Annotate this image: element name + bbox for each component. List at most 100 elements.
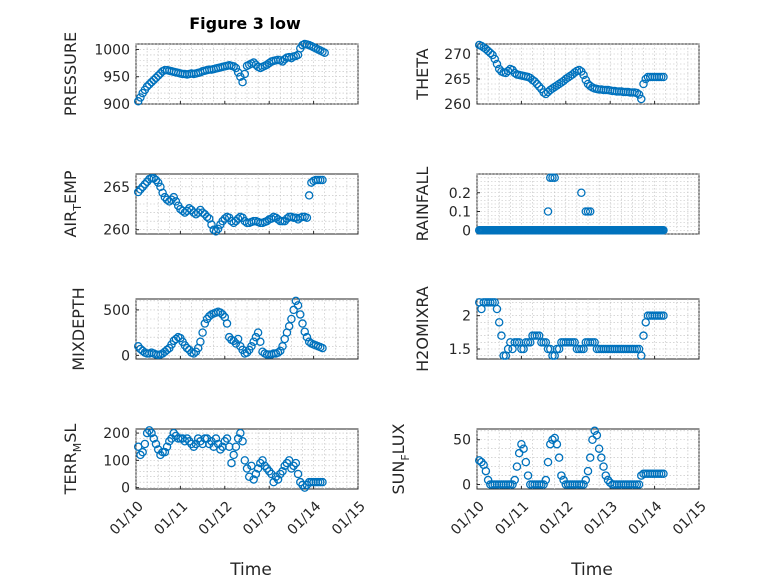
data-point bbox=[145, 426, 154, 435]
data-point bbox=[231, 216, 241, 226]
rainfall-ytick-label: 0 bbox=[462, 223, 471, 239]
data-point bbox=[231, 339, 241, 348]
data-point bbox=[508, 480, 517, 489]
data-point bbox=[581, 475, 591, 485]
data-point bbox=[264, 467, 274, 476]
data-point bbox=[300, 327, 309, 336]
data-point bbox=[205, 439, 214, 449]
data-point bbox=[659, 225, 668, 235]
data-point bbox=[218, 310, 227, 319]
data-point bbox=[287, 314, 296, 324]
sun_flux-markers bbox=[474, 426, 668, 489]
air_temp-ylabel: AIRTEMP bbox=[61, 170, 84, 237]
data-point bbox=[227, 458, 236, 468]
data-point bbox=[492, 59, 502, 69]
data-point bbox=[142, 82, 152, 91]
data-point bbox=[514, 448, 524, 458]
terr_msl-ytick-label: 100 bbox=[103, 453, 130, 469]
data-point bbox=[494, 318, 504, 327]
data-point bbox=[532, 79, 542, 89]
data-point bbox=[318, 175, 327, 185]
data-point bbox=[318, 343, 327, 353]
data-point bbox=[138, 447, 147, 457]
data-point bbox=[304, 337, 314, 346]
theta-ytick-label: 260 bbox=[444, 97, 471, 113]
data-point bbox=[594, 444, 604, 453]
data-point bbox=[659, 72, 668, 82]
rainfall-ylabel: RAINFALL bbox=[413, 167, 432, 242]
air_temp-markers bbox=[133, 174, 327, 236]
data-point bbox=[510, 475, 519, 485]
data-point bbox=[211, 434, 221, 443]
sun_flux-xtick-label: 01/10 bbox=[448, 499, 488, 539]
data-point bbox=[637, 351, 646, 360]
panel-mixdepth: 0 500 MIXDEPTH bbox=[69, 287, 359, 371]
data-point bbox=[171, 197, 181, 206]
terr_msl-xtick-label: 01/10 bbox=[107, 499, 147, 539]
sun_flux-xtick-label: 01/15 bbox=[670, 499, 710, 539]
theta-markers bbox=[474, 40, 668, 104]
data-point bbox=[229, 336, 238, 346]
data-point bbox=[276, 469, 285, 479]
data-point bbox=[588, 435, 597, 444]
data-point bbox=[583, 466, 593, 476]
data-point bbox=[579, 480, 588, 489]
data-point bbox=[318, 477, 327, 487]
data-point bbox=[590, 426, 599, 436]
data-point bbox=[276, 346, 285, 356]
sun_flux-axes bbox=[476, 428, 700, 490]
data-point bbox=[140, 180, 150, 189]
data-point bbox=[198, 208, 207, 217]
data-point bbox=[550, 173, 559, 182]
data-point bbox=[574, 65, 584, 75]
h2omixra-ytick-label: 2 bbox=[462, 309, 471, 325]
data-point bbox=[599, 462, 608, 471]
data-point bbox=[304, 191, 314, 200]
data-point bbox=[133, 342, 143, 351]
data-point bbox=[165, 437, 174, 446]
rainfall-markers bbox=[474, 173, 668, 235]
terr_msl-xtick-label: 01/11 bbox=[151, 499, 191, 539]
data-point bbox=[142, 428, 152, 438]
data-point bbox=[541, 475, 551, 485]
data-point bbox=[577, 188, 586, 197]
data-point bbox=[603, 475, 613, 485]
data-point bbox=[229, 62, 238, 71]
data-point bbox=[483, 475, 493, 485]
data-point bbox=[486, 48, 495, 58]
data-point bbox=[637, 94, 646, 104]
data-point bbox=[196, 205, 205, 215]
data-point bbox=[601, 471, 611, 480]
data-point bbox=[151, 439, 161, 449]
data-point bbox=[238, 437, 247, 446]
data-point bbox=[196, 337, 205, 346]
data-point bbox=[534, 82, 544, 91]
panel-theta: 260 265 270 THETA bbox=[413, 40, 700, 113]
data-point bbox=[133, 187, 143, 197]
terr_msl-xtick-label: 01/14 bbox=[285, 498, 325, 538]
data-point bbox=[298, 319, 307, 328]
data-point bbox=[233, 334, 243, 344]
data-point bbox=[530, 77, 539, 86]
data-point bbox=[185, 204, 194, 213]
data-point bbox=[236, 428, 245, 438]
data-point bbox=[477, 457, 486, 467]
data-point bbox=[256, 337, 265, 346]
data-point bbox=[158, 188, 167, 198]
data-point bbox=[543, 457, 553, 467]
mixdepth-markers bbox=[133, 296, 327, 360]
data-point bbox=[249, 475, 258, 484]
data-point bbox=[293, 469, 303, 479]
h2omixra-ylabel: H2OMIXRA bbox=[413, 286, 432, 372]
data-point bbox=[207, 220, 216, 229]
data-point bbox=[182, 343, 192, 353]
data-point bbox=[251, 469, 261, 479]
figure-title: Figure 3 low bbox=[189, 14, 301, 33]
data-point bbox=[521, 457, 531, 467]
data-point bbox=[220, 437, 230, 446]
data-point bbox=[273, 475, 283, 484]
data-point bbox=[156, 450, 165, 460]
data-point bbox=[162, 345, 172, 355]
pressure-markers bbox=[133, 39, 329, 106]
